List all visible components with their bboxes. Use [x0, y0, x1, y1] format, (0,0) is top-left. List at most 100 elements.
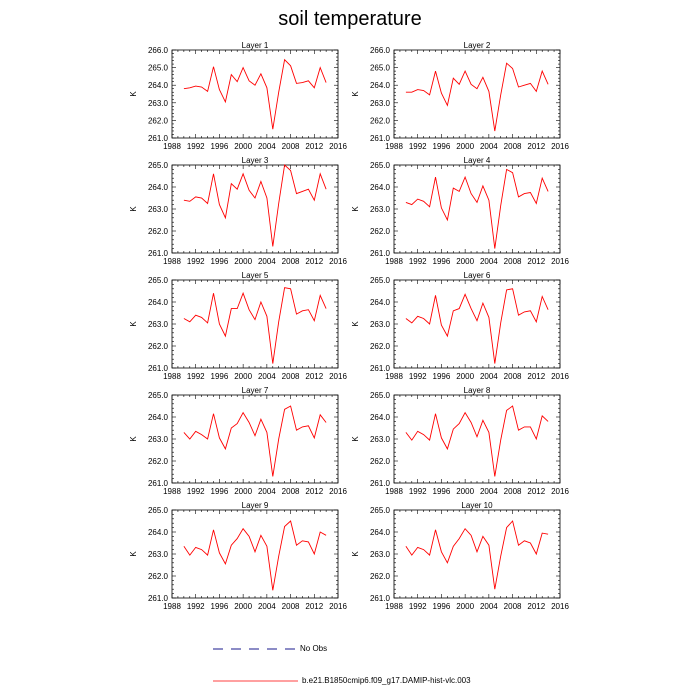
- x-tick-label: 2000: [234, 372, 252, 381]
- x-tick-label: 1992: [409, 372, 427, 381]
- x-tick-label: 1988: [385, 487, 403, 496]
- y-tick-label: 264.0: [370, 183, 391, 192]
- panel-title: Layer 9: [242, 501, 269, 510]
- x-tick-label: 1996: [211, 372, 229, 381]
- x-tick-label: 2016: [551, 487, 569, 496]
- y-tick-label: 263.0: [148, 320, 169, 329]
- y-axis-label: K: [351, 206, 360, 212]
- x-tick-label: 2004: [258, 602, 276, 611]
- series-line: [405, 288, 549, 364]
- plot-frame: [393, 164, 561, 254]
- x-tick-label: 2000: [456, 372, 474, 381]
- legend-model-label: b.e21.B1850cmip6.f09_g17.DAMIP-hist-vlc.…: [302, 676, 471, 685]
- y-tick-label: 263.0: [370, 205, 391, 214]
- x-tick-label: 1988: [385, 602, 403, 611]
- x-tick-label: 2004: [480, 602, 498, 611]
- panel-5: Layer 5 1988 1992 1996 2000 2004 2008 2012 2016 2…: [129, 271, 347, 381]
- y-tick-label: 261.0: [370, 594, 391, 603]
- x-tick-label: 2008: [282, 602, 300, 611]
- x-tick-label: 2000: [234, 142, 252, 151]
- panel-2: Layer 2 1988 1992 1996 2000 2004 2008 2012 2016 2…: [351, 41, 569, 151]
- y-axis-label: K: [351, 91, 360, 97]
- y-tick-label: 265.0: [148, 161, 169, 170]
- y-axis-label: K: [351, 321, 360, 327]
- y-tick-label: 266.0: [148, 46, 169, 55]
- x-tick-label: 1988: [163, 142, 181, 151]
- panel-title: Layer 1: [242, 41, 269, 50]
- x-tick-label: 2012: [527, 372, 545, 381]
- y-tick-label: 261.0: [370, 134, 391, 143]
- series-line: [405, 520, 549, 590]
- x-tick-label: 1996: [433, 142, 451, 151]
- x-tick-label: 1992: [409, 487, 427, 496]
- x-tick-label: 2016: [329, 257, 347, 266]
- legend-obs-label: No Obs: [300, 644, 328, 653]
- x-tick-label: 2016: [551, 372, 569, 381]
- x-tick-label: 2012: [527, 602, 545, 611]
- x-tick-label: 2000: [234, 257, 252, 266]
- panel-7: Layer 7 1988 1992 1996 2000 2004 2008 2012 2016 2…: [129, 386, 347, 496]
- x-tick-label: 2016: [551, 257, 569, 266]
- y-axis-label: K: [129, 321, 138, 327]
- x-tick-label: 1996: [211, 487, 229, 496]
- y-tick-label: 263.0: [370, 320, 391, 329]
- x-tick-label: 2012: [305, 487, 323, 496]
- x-tick-label: 2012: [527, 487, 545, 496]
- x-tick-label: 2000: [456, 142, 474, 151]
- y-tick-label: 262.0: [148, 457, 169, 466]
- x-tick-label: 2012: [527, 142, 545, 151]
- x-tick-label: 1996: [433, 257, 451, 266]
- x-tick-label: 1992: [409, 602, 427, 611]
- x-tick-label: 2000: [234, 602, 252, 611]
- panel-title: Layer 4: [464, 156, 491, 165]
- panel-title: Layer 5: [242, 271, 269, 280]
- x-tick-label: 2004: [480, 142, 498, 151]
- x-tick-label: 1996: [433, 487, 451, 496]
- panel-title: Layer 10: [461, 501, 493, 510]
- y-tick-label: 264.0: [148, 528, 169, 537]
- plot-frame: [171, 49, 339, 139]
- x-tick-label: 2008: [282, 487, 300, 496]
- y-tick-label: 265.0: [148, 64, 169, 73]
- x-tick-label: 1992: [187, 487, 205, 496]
- plot-frame: [393, 49, 561, 139]
- plot-frame: [171, 394, 339, 484]
- x-tick-label: 2004: [480, 487, 498, 496]
- y-tick-label: 264.0: [148, 413, 169, 422]
- series-line: [405, 62, 549, 132]
- y-tick-label: 261.0: [148, 479, 169, 488]
- page-title: soil temperature: [278, 8, 422, 30]
- x-tick-label: 1988: [163, 372, 181, 381]
- x-tick-label: 2004: [258, 257, 276, 266]
- y-tick-label: 262.0: [370, 342, 391, 351]
- x-tick-label: 2004: [480, 257, 498, 266]
- x-tick-label: 2016: [551, 142, 569, 151]
- x-tick-label: 2004: [258, 487, 276, 496]
- y-tick-label: 262.0: [370, 227, 391, 236]
- y-tick-label: 261.0: [148, 364, 169, 373]
- x-tick-label: 2004: [480, 372, 498, 381]
- x-tick-label: 1996: [211, 602, 229, 611]
- y-axis-label: K: [129, 91, 138, 97]
- series-line: [405, 168, 549, 249]
- series-line: [183, 58, 327, 130]
- panel-4: Layer 4 1988 1992 1996 2000 2004 2008 2012 2016 2…: [351, 156, 569, 266]
- x-tick-label: 2012: [305, 257, 323, 266]
- y-axis-label: K: [129, 206, 138, 212]
- x-tick-label: 1988: [163, 487, 181, 496]
- y-tick-label: 263.0: [148, 435, 169, 444]
- y-tick-label: 264.0: [370, 413, 391, 422]
- x-tick-label: 2004: [258, 142, 276, 151]
- y-tick-label: 263.0: [370, 435, 391, 444]
- y-tick-label: 265.0: [370, 506, 391, 515]
- x-tick-label: 2008: [282, 372, 300, 381]
- y-tick-label: 261.0: [370, 479, 391, 488]
- y-tick-label: 265.0: [370, 161, 391, 170]
- x-tick-label: 1992: [409, 142, 427, 151]
- y-tick-label: 263.0: [148, 205, 169, 214]
- x-tick-label: 2008: [504, 257, 522, 266]
- series-line: [183, 520, 327, 591]
- x-tick-label: 1992: [187, 257, 205, 266]
- panel-3: Layer 3 1988 1992 1996 2000 2004 2008 2012 2016 2…: [129, 156, 347, 266]
- y-tick-label: 261.0: [148, 249, 169, 258]
